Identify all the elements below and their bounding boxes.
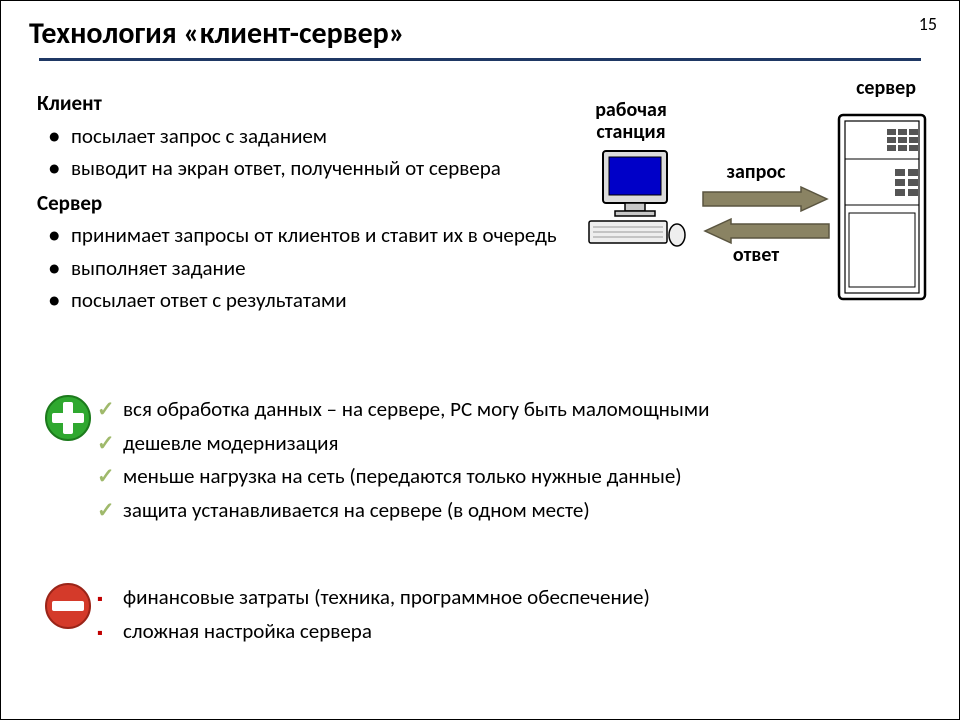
minus-icon	[43, 581, 93, 631]
server-label: сервер	[841, 77, 931, 99]
disadvantages-block: финансовые затраты (техника, программное…	[43, 581, 923, 648]
workstation-icon	[581, 149, 691, 259]
header: Технология «клиент-сервер»	[1, 1, 959, 69]
client-heading: Клиент	[37, 87, 607, 120]
client-list: посылает запрос с заданием выводит на эк…	[71, 120, 607, 185]
plus-icon	[43, 393, 93, 443]
workstation-label: рабочая станция	[571, 99, 691, 143]
advantage-item: защита устанавливается на сервере (в одн…	[123, 494, 923, 528]
server-list: принимает запросы от клиентов и ставит и…	[71, 219, 607, 317]
advantages-block: вся обработка данных – на сервере, PC мо…	[43, 393, 923, 527]
disadvantages-list: финансовые затраты (техника, программное…	[123, 581, 923, 648]
disadvantage-item: финансовые затраты (техника, программное…	[123, 581, 923, 615]
slide: 15 Технология «клиент-сервер» Клиент пос…	[0, 0, 960, 720]
server-icon	[833, 109, 933, 309]
advantage-item: дешевле модернизация	[123, 427, 923, 461]
server-item: посылает ответ с результатами	[71, 284, 607, 317]
slide-body: Клиент посылает запрос с заданием выводи…	[1, 69, 959, 317]
server-item: выполняет задание	[71, 252, 607, 285]
request-label: запрос	[711, 161, 801, 183]
diagram: рабочая станция сервер запрос ответ	[561, 69, 941, 329]
request-arrow-icon	[701, 185, 831, 213]
advantages-list: вся обработка данных – на сервере, PC мо…	[123, 393, 923, 527]
client-item: посылает запрос с заданием	[71, 120, 607, 153]
advantage-item: вся обработка данных – на сервере, PC мо…	[123, 393, 923, 427]
advantage-item: меньше нагрузка на сеть (передаются толь…	[123, 460, 923, 494]
disadvantage-item: сложная настройка сервера	[123, 615, 923, 649]
client-item: выводит на экран ответ, полученный от се…	[71, 152, 607, 185]
definitions: Клиент посылает запрос с заданием выводи…	[37, 87, 607, 317]
title-rule	[39, 58, 921, 61]
slide-title: Технология «клиент-сервер»	[29, 15, 931, 52]
server-heading: Сервер	[37, 187, 607, 220]
response-label: ответ	[711, 244, 801, 266]
server-item: принимает запросы от клиентов и ставит и…	[71, 219, 607, 252]
response-arrow-icon	[701, 217, 831, 245]
page-number: 15	[919, 13, 937, 35]
